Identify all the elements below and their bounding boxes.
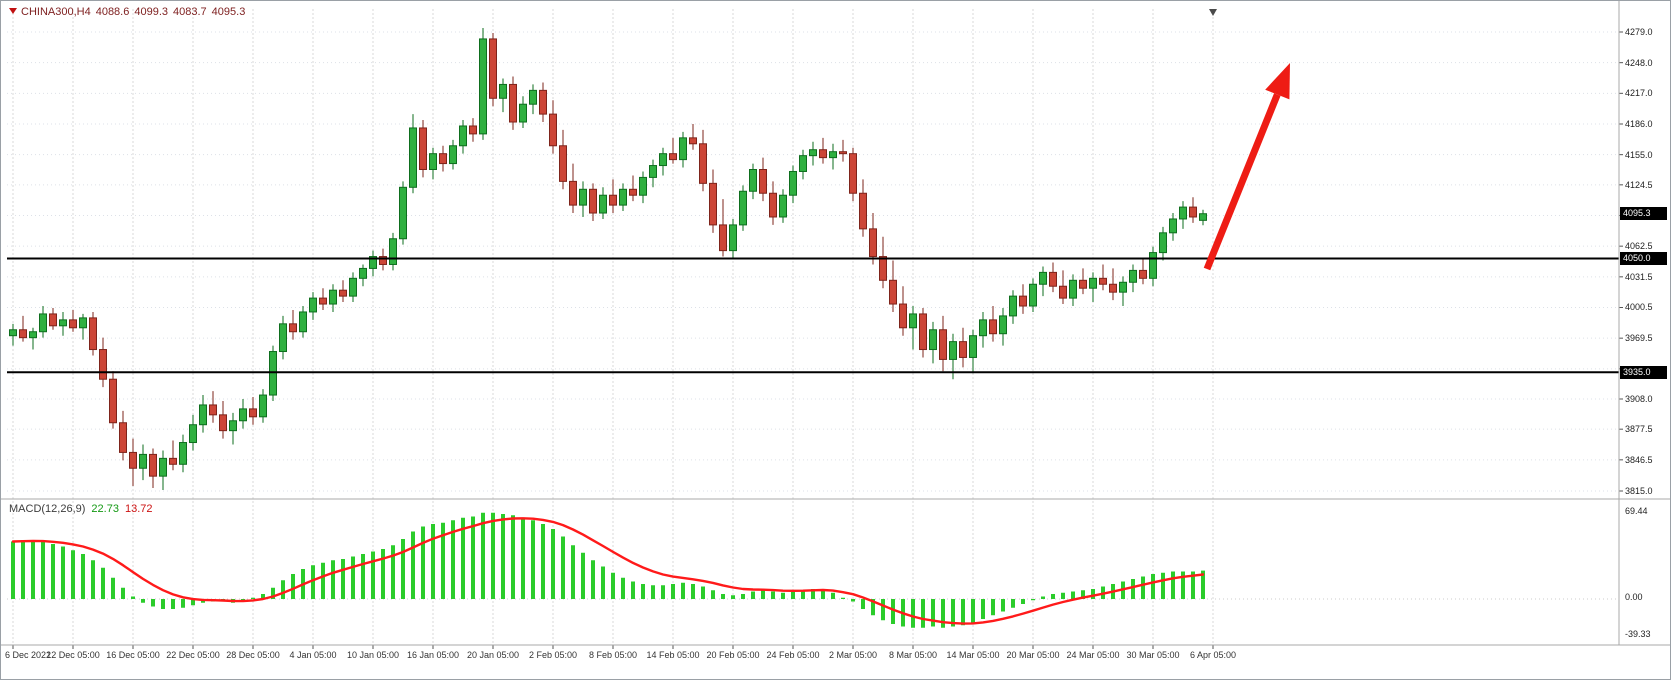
time-tick-label: 20 Mar 05:00 bbox=[1006, 650, 1060, 660]
price-tick-label: 4124.5 bbox=[1625, 179, 1653, 190]
time-tick-label: 20 Jan 05:00 bbox=[466, 650, 520, 660]
time-tick-label: 24 Mar 05:00 bbox=[1066, 650, 1120, 660]
candles-series bbox=[9, 28, 1207, 491]
hline-3935-badge[interactable]: 3935.0 bbox=[1620, 366, 1667, 379]
chart-shift-marker[interactable] bbox=[1209, 9, 1217, 16]
price-tick-label: 4248.0 bbox=[1625, 57, 1653, 68]
time-tick-label: 24 Feb 05:00 bbox=[766, 650, 820, 660]
hline-4050-badge[interactable]: 4050.0 bbox=[1620, 252, 1667, 265]
time-tick-label: 28 Dec 05:00 bbox=[226, 650, 280, 660]
price-tick-label: 4217.0 bbox=[1625, 88, 1653, 99]
macd-main-value: 22.73 bbox=[91, 503, 119, 515]
vertical-gridlines bbox=[12, 9, 1214, 649]
price-tick-label: 4062.5 bbox=[1625, 241, 1653, 252]
time-tick-label: 10 Jan 05:00 bbox=[346, 650, 400, 660]
price-tick-label: 3877.5 bbox=[1625, 424, 1653, 435]
time-tick-label: 6 Apr 05:00 bbox=[1189, 650, 1237, 660]
macd-histogram bbox=[11, 512, 1205, 628]
symbol-marker-icon bbox=[9, 8, 17, 14]
time-tick-label: 14 Feb 05:00 bbox=[646, 650, 700, 660]
time-tick-label: 14 Mar 05:00 bbox=[946, 650, 1000, 660]
time-tick-label: 2 Mar 05:00 bbox=[828, 650, 878, 660]
time-tick-label: 2 Feb 05:00 bbox=[528, 650, 578, 660]
macd-axis-min-label: -39.33 bbox=[1625, 629, 1651, 639]
price-tick-label: 3969.5 bbox=[1625, 333, 1653, 344]
time-tick-label: 6 Dec 2022 bbox=[5, 650, 52, 660]
time-tick-label: 16 Dec 05:00 bbox=[106, 650, 160, 660]
price-tick-label: 4186.0 bbox=[1625, 118, 1653, 129]
price-tick-label: 4031.5 bbox=[1625, 271, 1653, 282]
macd-indicator-label: MACD(12,26,9) 22.73 13.72 bbox=[9, 503, 152, 515]
time-tick-label: 16 Jan 05:00 bbox=[406, 650, 460, 660]
quote-close: 4095.3 bbox=[211, 6, 246, 18]
time-tick-label: 30 Mar 05:00 bbox=[1126, 650, 1180, 660]
price-tick-label: 3908.0 bbox=[1625, 394, 1653, 404]
macd-axis-zero-label: 0.00 bbox=[1625, 592, 1643, 602]
horizontal-gridlines bbox=[7, 31, 1623, 492]
price-tick-label: 3815.0 bbox=[1625, 486, 1653, 496]
trend-arrow[interactable] bbox=[1203, 63, 1290, 271]
price-tick-label: 3846.5 bbox=[1625, 454, 1653, 465]
quote-open: 4088.6 bbox=[95, 6, 130, 18]
macd-signal-value: 13.72 bbox=[124, 503, 153, 515]
quote-high: 4099.3 bbox=[134, 6, 169, 18]
macd-name: MACD(12,26,9) bbox=[9, 503, 86, 515]
time-tick-label: 4 Jan 05:00 bbox=[289, 650, 337, 660]
price-tick-label: 4155.0 bbox=[1625, 149, 1653, 160]
quote-low: 4083.7 bbox=[173, 6, 207, 18]
macd-axis-max-label: 69.44 bbox=[1625, 506, 1648, 516]
price-tick-label: 4279.0 bbox=[1625, 27, 1653, 37]
price-tick-label: 4000.5 bbox=[1625, 302, 1653, 313]
price-axis[interactable]: 4279.0 4248.0 4217.0 4186.0 4155.0 4124.5 4062… bbox=[1619, 1, 1670, 645]
symbol-quote-line: CHINA300,H4 4088.6 4099.3 4083.7 4095.3 bbox=[9, 6, 245, 18]
current-price-badge: 4095.3 bbox=[1620, 207, 1667, 220]
time-tick-label: 8 Mar 05:00 bbox=[888, 650, 938, 660]
macd-signal-line bbox=[11, 517, 1205, 625]
time-tick-label: 20 Feb 05:00 bbox=[706, 650, 760, 660]
time-tick-label: 12 Dec 05:00 bbox=[46, 650, 100, 660]
time-axis[interactable]: 6 Dec 2022 12 Dec 05:00 16 Dec 05:00 22 Dec… bbox=[1, 645, 1670, 679]
symbol-name: CHINA300,H4 bbox=[21, 6, 91, 18]
time-tick-label: 8 Feb 05:00 bbox=[588, 650, 638, 660]
time-tick-label: 22 Dec 05:00 bbox=[166, 650, 220, 660]
